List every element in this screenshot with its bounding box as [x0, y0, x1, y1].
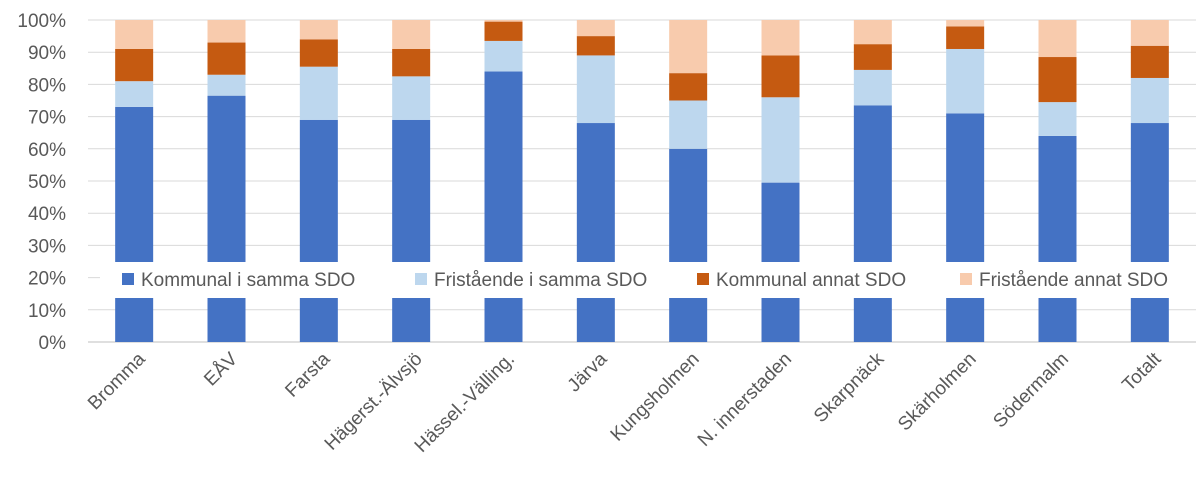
bar-segment — [669, 148, 708, 342]
bar-segment — [1038, 102, 1077, 136]
bar-segment — [669, 100, 708, 149]
bar-segment — [392, 76, 431, 120]
bar-segment — [299, 20, 338, 40]
bar-segment — [946, 20, 985, 27]
y-tick-label: 20% — [28, 269, 66, 290]
bar-segment — [392, 20, 431, 49]
y-tick-label: 30% — [28, 236, 66, 257]
bar-segment — [484, 40, 523, 72]
x-category-label: Hägerst.-Älvsjö — [321, 349, 427, 455]
bar-segment — [484, 71, 523, 343]
bar-segment — [299, 39, 338, 67]
x-category-label: Kungsholmen — [607, 349, 704, 446]
bar-segment — [761, 97, 800, 183]
bar-segment — [392, 119, 431, 342]
x-category-label: Södermalm — [989, 349, 1073, 433]
legend-swatch — [415, 273, 427, 285]
bar-segment — [761, 55, 800, 98]
bar-segment — [576, 123, 615, 342]
bar-segment — [115, 48, 154, 82]
bar-segment — [484, 21, 523, 41]
legend-swatch — [122, 273, 134, 285]
y-tick-label: 90% — [28, 43, 66, 64]
x-category-label: Totalt — [1118, 348, 1165, 395]
legend-swatch — [697, 273, 709, 285]
legend-label: Fristående annat SDO — [979, 270, 1168, 291]
bar-segment — [207, 95, 246, 342]
bar-segment — [761, 20, 800, 56]
legend-label: Kommunal i samma SDO — [141, 270, 355, 291]
bar-segment — [853, 20, 892, 45]
bar-segment — [299, 66, 338, 120]
y-tick-label: 10% — [28, 301, 66, 322]
legend-background — [100, 262, 1196, 298]
legend-label: Kommunal annat SDO — [716, 270, 906, 291]
x-category-label: Skarpnäck — [810, 348, 889, 427]
bar-segment — [207, 20, 246, 43]
x-category-label: N. innerstaden — [694, 349, 796, 451]
y-tick-label: 0% — [39, 333, 67, 354]
bar-segment — [576, 20, 615, 37]
bar-segment — [207, 74, 246, 96]
bar-segment — [1130, 123, 1169, 342]
bar-segment — [1130, 20, 1169, 46]
legend-swatch — [960, 273, 972, 285]
bars — [115, 20, 1169, 343]
bar-segment — [946, 113, 985, 342]
y-tick-label: 80% — [28, 75, 66, 96]
bar-segment — [1038, 20, 1077, 58]
x-category-label: Skärholmen — [894, 349, 981, 436]
y-axis: 0% 10% 20% 30% 40% 50% 60% 70% 80% 90% 100% — [17, 11, 66, 354]
bar-segment — [392, 48, 431, 77]
bar-segment — [853, 69, 892, 106]
bar-segment — [299, 119, 338, 342]
y-tick-label: 70% — [28, 108, 66, 129]
legend: Kommunal i samma SDO Fristående i samma S… — [100, 262, 1196, 298]
y-tick-label: 100% — [17, 11, 66, 32]
legend-label: Fristående i samma SDO — [434, 270, 647, 291]
bar-segment — [576, 55, 615, 124]
x-category-label: Hässel.-Välling. — [411, 349, 519, 457]
bar-segment — [946, 48, 985, 114]
bar-segment — [1130, 77, 1169, 124]
y-tick-label: 40% — [28, 204, 66, 225]
bar-segment — [1038, 135, 1077, 342]
bar-segment — [484, 20, 523, 22]
bar-segment — [115, 81, 154, 107]
y-tick-label: 60% — [28, 140, 66, 161]
x-category-label: EÅV — [200, 348, 242, 390]
bar-segment — [1038, 57, 1077, 103]
x-axis: Bromma EÅV FarstaHägerst.-ÄlvsjöHässel.-Vä… — [84, 348, 1166, 457]
y-tick-label: 50% — [28, 172, 66, 193]
bar-segment — [115, 106, 154, 342]
bar-segment — [115, 20, 154, 49]
x-category-label: Järva — [564, 348, 612, 396]
bar-segment — [1130, 45, 1169, 78]
bar-segment — [946, 26, 985, 49]
x-category-label: Bromma — [84, 348, 150, 414]
bar-segment — [669, 73, 708, 101]
bar-segment — [207, 42, 246, 75]
x-category-label: Farsta — [281, 348, 334, 401]
bar-segment — [853, 44, 892, 70]
bar-segment — [669, 20, 708, 74]
bar-segment — [576, 36, 615, 56]
bar-segment — [853, 105, 892, 342]
